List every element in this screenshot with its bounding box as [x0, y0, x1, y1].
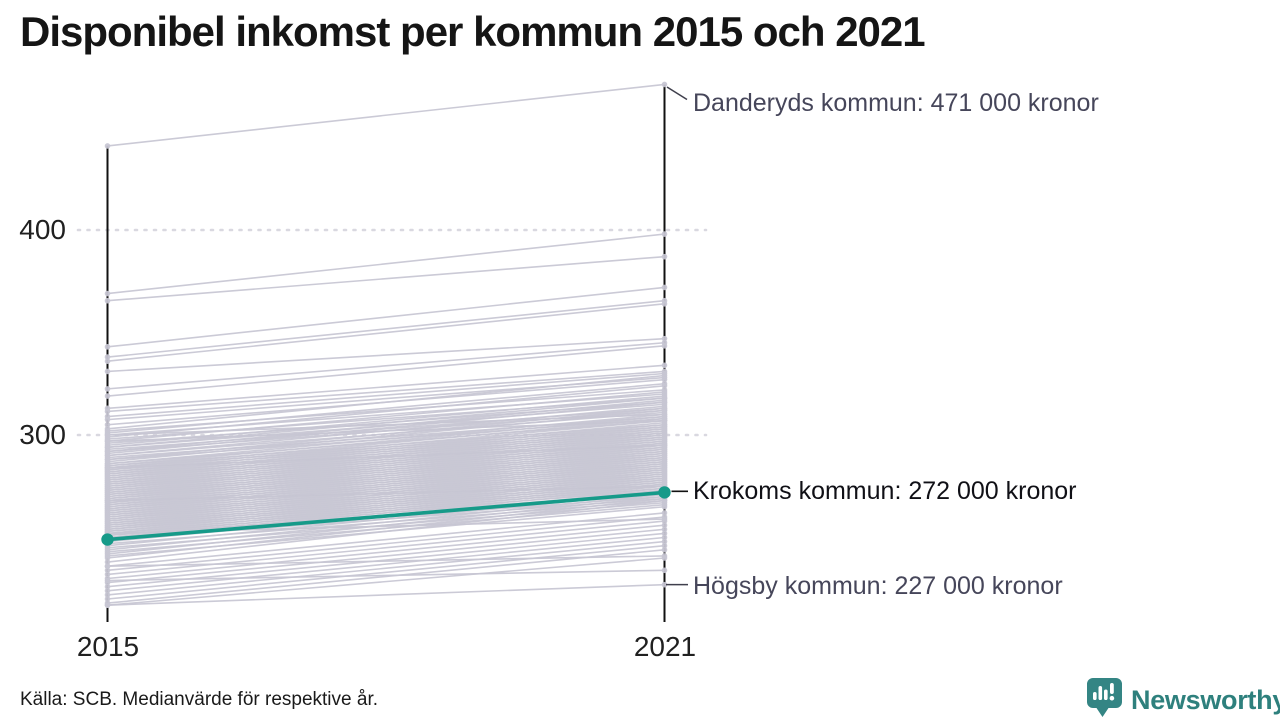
newsworthy-logo-icon: [1084, 676, 1124, 720]
x-axis-label-2015: 2015: [76, 631, 140, 662]
annotation-hogsby-kommun: Högsby kommun: 227 000 kronor: [693, 572, 1063, 600]
x-axis-label-2021: 2021: [633, 631, 697, 662]
newsworthy-logo-text: Newsworthy: [1131, 684, 1280, 715]
annotation-danderyds-kommun: Danderyds kommun: 471 000 kronor: [693, 89, 1099, 117]
newsworthy-logo: Newsworthy: [1084, 676, 1280, 720]
y-axis-label-400: 400: [19, 214, 66, 245]
chart-title: Disponibel inkomst per kommun 2015 och 2…: [20, 8, 926, 55]
y-axis-label-300: 300: [19, 419, 66, 450]
source-note: Källa: SCB. Medianvärde för respektive å…: [20, 689, 379, 710]
annotation-krokoms-kommun: Krokoms kommun: 272 000 kronor: [693, 477, 1077, 505]
